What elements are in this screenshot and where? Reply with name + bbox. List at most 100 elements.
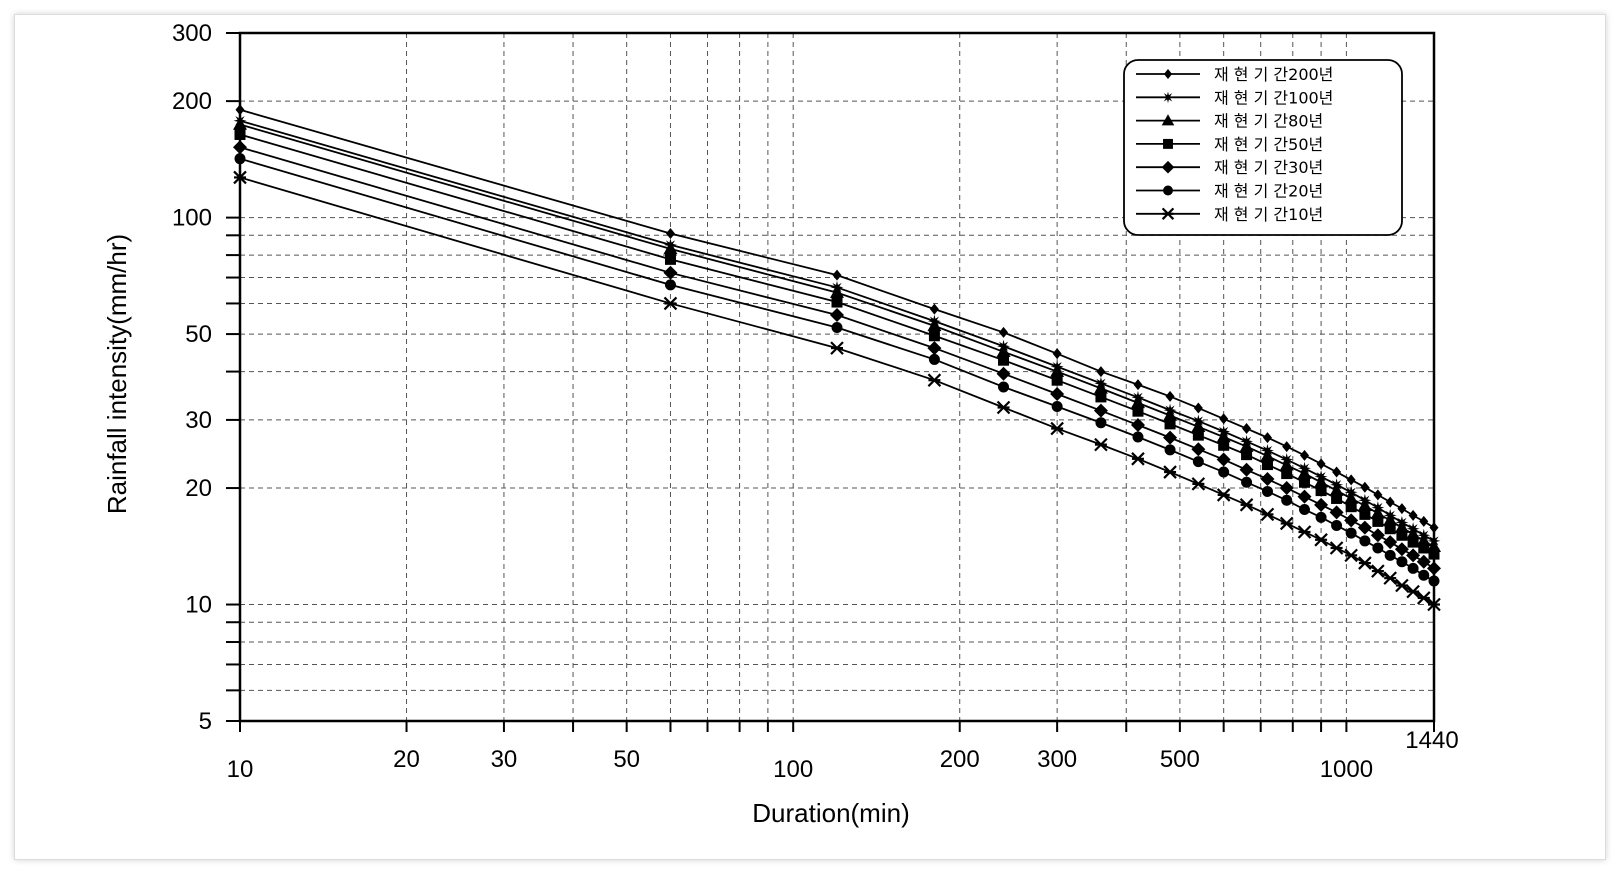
data-point-marker	[1261, 459, 1273, 471]
data-point-marker	[1344, 513, 1359, 528]
data-point-marker	[1281, 494, 1293, 506]
data-point-marker	[1163, 430, 1178, 445]
legend-item: 재 현 기 간30년	[1136, 158, 1323, 177]
data-point-marker	[664, 279, 676, 291]
grid-lines	[240, 33, 1434, 721]
legend-label: 재 현 기 간100년	[1214, 88, 1333, 107]
data-point-marker	[1051, 400, 1063, 412]
data-point-marker	[1331, 520, 1343, 532]
data-point-marker	[1162, 91, 1174, 104]
data-point-marker	[1299, 504, 1311, 516]
data-point-marker	[1050, 387, 1065, 402]
data-point-marker	[1133, 379, 1143, 391]
data-point-marker	[1358, 556, 1372, 570]
data-point-marker	[927, 373, 942, 387]
data-point-marker	[1359, 508, 1371, 520]
data-point-marker	[1281, 468, 1293, 480]
data-point-marker	[1384, 523, 1396, 535]
legend-label: 재 현 기 간200년	[1214, 65, 1333, 84]
data-point-marker	[1241, 449, 1253, 461]
x-tick-label: 1440	[1405, 727, 1458, 754]
data-point-marker	[1095, 417, 1107, 429]
y-tick-label: 300	[172, 20, 212, 47]
data-point-marker	[1373, 489, 1383, 501]
data-point-marker	[1216, 430, 1231, 443]
data-point-marker	[1161, 160, 1175, 174]
x-tick-label: 500	[1160, 746, 1200, 773]
data-point-marker	[1164, 418, 1176, 430]
data-point-marker	[1163, 69, 1173, 79]
data-point-marker	[927, 341, 942, 356]
data-point-marker	[1218, 439, 1230, 451]
data-point-marker	[1096, 366, 1106, 378]
data-point-marker	[929, 303, 939, 315]
x-tick-label: 100	[773, 756, 813, 783]
data-point-marker	[1395, 578, 1409, 593]
legend-label: 재 현 기 간80년	[1214, 112, 1323, 131]
data-point-marker	[1383, 535, 1398, 550]
data-point-marker	[1397, 503, 1407, 515]
y-tick-label: 5	[199, 708, 212, 735]
data-point-marker	[1050, 421, 1064, 436]
data-point-marker	[1260, 507, 1275, 522]
x-axis-tick-labels: 10 20 30 50 100 200 300 500 1000 1440	[227, 727, 1459, 783]
series-markers-group	[235, 104, 1439, 534]
data-point-marker	[1329, 483, 1344, 496]
data-point-marker	[1297, 489, 1312, 504]
data-point-marker	[1132, 405, 1144, 417]
x-tick-label: 20	[393, 746, 420, 773]
data-point-marker	[998, 381, 1010, 393]
data-point-marker	[1261, 485, 1273, 497]
data-point-marker	[830, 285, 844, 298]
y-tick-label: 200	[172, 88, 212, 115]
data-point-marker	[1093, 403, 1108, 418]
data-point-marker	[1279, 458, 1294, 471]
data-point-marker	[1239, 439, 1254, 452]
data-point-marker	[1239, 462, 1254, 477]
data-point-marker	[1407, 536, 1419, 548]
data-point-marker	[1344, 548, 1358, 563]
data-point-marker	[1239, 498, 1254, 512]
legend-item: 재 현 기 간20년	[1136, 182, 1323, 201]
data-point-marker	[1191, 477, 1206, 491]
data-point-marker	[1371, 564, 1385, 578]
plot-area-border	[238, 31, 1436, 723]
data-point-marker	[1345, 501, 1357, 513]
x-tick-label: 30	[491, 746, 518, 773]
data-point-marker	[831, 296, 843, 308]
data-point-marker	[1418, 542, 1430, 554]
x-tick-label: 200	[940, 746, 980, 773]
data-point-marker	[1218, 466, 1230, 478]
legend-label: 재 현 기 간30년	[1214, 158, 1323, 177]
data-point-marker	[1344, 491, 1359, 504]
series-markers-group	[234, 153, 1440, 587]
data-point-marker	[1316, 458, 1326, 470]
y-tick-label: 20	[185, 475, 212, 502]
data-point-marker	[1260, 449, 1275, 462]
series-markers	[233, 104, 1441, 612]
data-point-marker	[1416, 591, 1431, 605]
data-point-marker	[996, 366, 1011, 381]
data-point-marker	[1329, 505, 1344, 520]
data-point-marker	[1193, 402, 1203, 414]
data-point-marker	[663, 241, 678, 255]
data-point-marker	[1416, 554, 1431, 569]
data-point-marker	[1094, 437, 1108, 452]
data-point-marker	[1408, 509, 1418, 521]
x-tick-label: 1000	[1320, 756, 1373, 783]
data-point-marker	[1163, 408, 1178, 421]
data-point-marker	[998, 354, 1010, 366]
axis-ticks	[226, 32, 1435, 732]
legend-item: 재 현 기 간50년	[1136, 135, 1323, 154]
x-tick-label: 50	[613, 746, 640, 773]
legend-item: 재 현 기 간80년	[1136, 112, 1323, 131]
data-point-marker	[1282, 441, 1292, 453]
data-point-marker	[830, 308, 844, 323]
data-point-marker	[1297, 466, 1312, 479]
data-point-marker	[1407, 562, 1419, 574]
data-point-marker	[1360, 481, 1370, 493]
data-point-marker	[1161, 114, 1175, 126]
data-point-marker	[1131, 452, 1145, 466]
